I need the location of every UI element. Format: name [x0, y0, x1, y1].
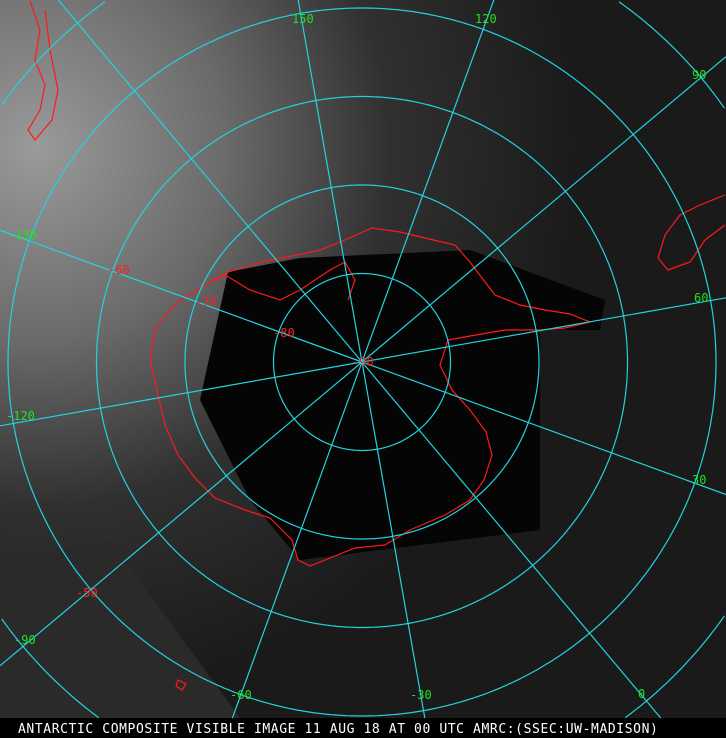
- meridian-line: [361, 56, 726, 363]
- graticule-labels: 150 120 90 60 30 0 -30 -60 -90 -120 -150 -50 -60 -70 -…: [6, 12, 708, 702]
- antarctica-coastline: [149, 227, 592, 567]
- longitude-label: 30: [692, 473, 706, 487]
- longitude-label: 120: [475, 12, 497, 26]
- meridian-line: [361, 0, 495, 363]
- graticule: [0, 0, 726, 719]
- meridian-line: [0, 361, 363, 427]
- longitude-label: 0: [638, 687, 645, 701]
- longitude-label: 150: [292, 12, 314, 26]
- meridian-line: [361, 297, 726, 363]
- new-zealand-coastline: [27, 0, 59, 141]
- longitude-label: 60: [694, 291, 708, 305]
- dark-polar-region: [200, 250, 605, 560]
- longitude-label: -150: [8, 228, 37, 242]
- image-caption: ANTARCTIC COMPOSITE VISIBLE IMAGE 11 AUG…: [18, 722, 659, 737]
- latitude-label: -90: [352, 355, 374, 369]
- meridian-line: [231, 361, 363, 719]
- south-america-coastline: [657, 194, 726, 271]
- longitude-label: -120: [6, 409, 35, 423]
- latitude-label: -60: [108, 263, 130, 277]
- meridian-line: [297, 0, 363, 363]
- latitude-circle: [272, 272, 452, 452]
- longitude-label: -30: [410, 688, 432, 702]
- latitude-circle: [95, 95, 629, 629]
- longitude-label: 90: [692, 68, 706, 82]
- island: [175, 679, 187, 691]
- meridian-line: [0, 361, 363, 667]
- meridian-line: [57, 0, 363, 363]
- coastline: [27, 0, 726, 691]
- meridian-line: [0, 229, 363, 363]
- latitude-label: -70: [195, 295, 217, 309]
- meridian-line: [361, 361, 662, 719]
- caption-bar: [0, 718, 726, 738]
- latitude-circle: [1, 1, 725, 719]
- longitude-label: -90: [14, 633, 36, 647]
- latitude-circle: [7, 7, 717, 717]
- latitude-label: -50: [76, 586, 98, 600]
- longitude-label: -60: [230, 688, 252, 702]
- meridian-line: [361, 361, 726, 496]
- meridian-line: [361, 361, 426, 719]
- imagery-swath: [0, 540, 240, 718]
- latitude-label: -80: [273, 326, 295, 340]
- latitude-circle: [184, 184, 540, 540]
